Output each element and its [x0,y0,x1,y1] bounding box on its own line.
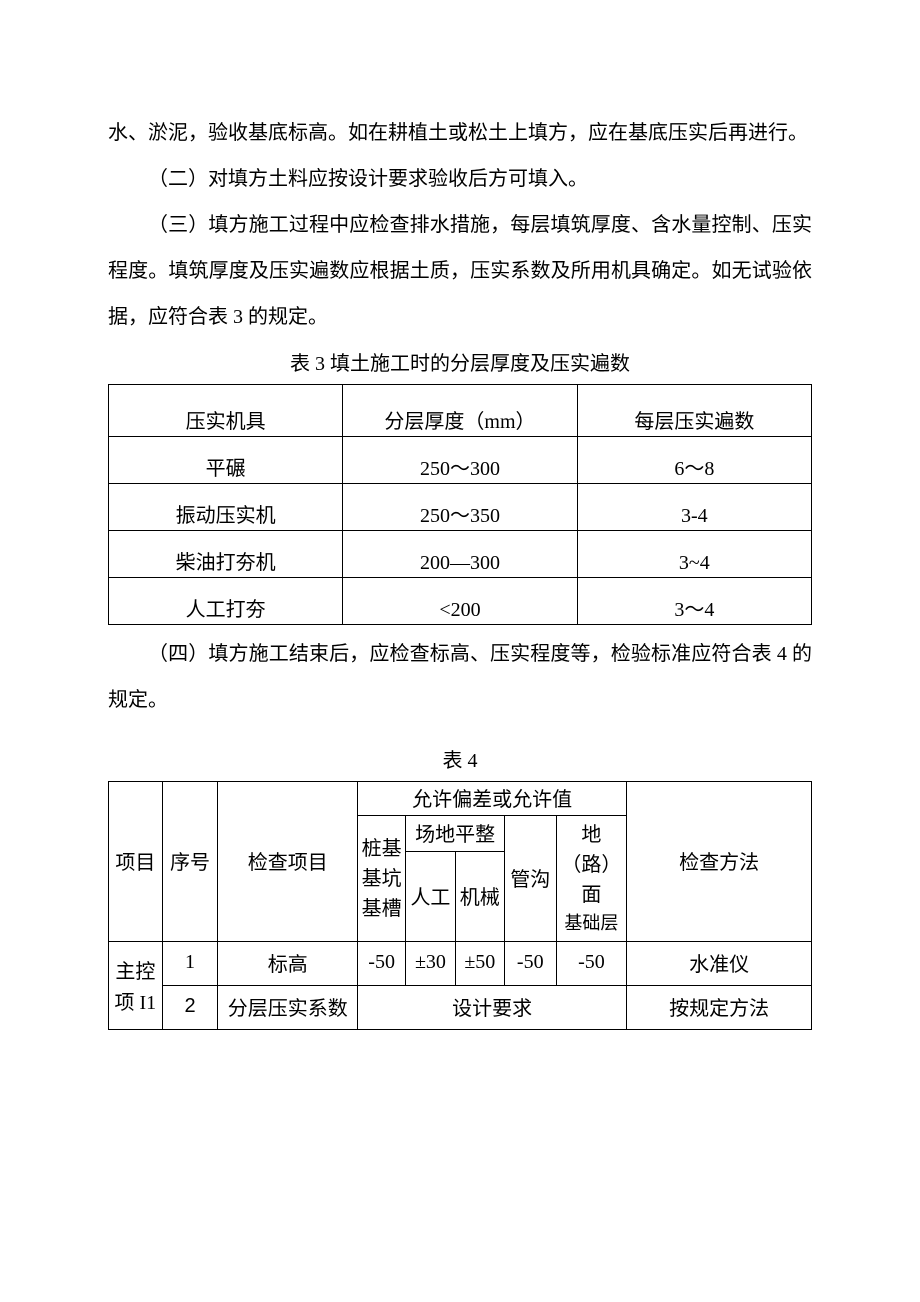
table3-cell: 平碾 [109,437,343,484]
table4-header-project: 项目 [109,782,163,942]
table4-cell: 按规定方法 [627,986,812,1030]
text: 面 [559,880,625,910]
table-row: 主控 1 标高 -50 ±30 ±50 -50 -50 水准仪 [109,942,812,986]
table4-header-checkitem: 检查项目 [218,782,358,942]
table3-cell: 柴油打夯机 [109,531,343,578]
table3-title: 表 3 填土施工时的分层厚度及压实遍数 [108,346,812,382]
table3-cell: 250～350 [343,484,577,531]
table3-cell: 振动压实机 [109,484,343,531]
table4-header-seq: 序号 [162,782,218,942]
table3-cell: 3~4 [577,531,811,578]
table4-header-method: 检查方法 [627,782,812,942]
table4-header-machine: 机械 [455,851,504,941]
table-row: 振动压实机 250～350 3-4 [109,484,812,531]
table3-header-cell: 每层压实遍数 [577,385,811,437]
text: 地 [559,820,625,850]
table4-cell: 2 [162,986,218,1030]
table4-cell: -50 [556,942,627,986]
paragraph-3: （三）填方施工过程中应检查排水措施，每层填筑厚度、含水量控制、压实程度。填筑厚度… [108,202,812,340]
table3-cell: 200—300 [343,531,577,578]
table3: 压实机具 分层厚度（mm） 每层压实遍数 平碾 250～300 6～8 振动压实… [108,384,812,625]
table3-cell: 3-4 [577,484,811,531]
table4-cell-merged: 设计要求 [357,986,626,1030]
text: 基槽 [360,894,403,924]
paragraph-4: （四）填方施工结束后，应检查标高、压实程度等，检验标准应符合表 4 的规定。 [108,631,812,723]
text: 基础层 [559,910,625,937]
table-row: 项 I1 2 分层压实系数 设计要求 按规定方法 [109,986,812,1030]
table3-cell: 3～4 [577,578,811,625]
table4-cell: 水准仪 [627,942,812,986]
table-row: 平碾 250～300 6～8 [109,437,812,484]
table4-cell: 项 I1 [109,986,163,1030]
table4-cell: 主控 [109,942,163,986]
table4-cell: 标高 [218,942,358,986]
table4-cell: 1 [162,942,218,986]
table-row: 柴油打夯机 200—300 3~4 [109,531,812,578]
table-row: 压实机具 分层厚度（mm） 每层压实遍数 [109,385,812,437]
table4-header-sitelevel: 场地平整 [406,816,505,852]
table4-header-allow: 允许偏差或允许值 [357,782,626,816]
table3-cell: 人工打夯 [109,578,343,625]
paragraph-2: （二）对填方土料应按设计要求验收后方可填入。 [108,156,812,202]
table4-header-manual: 人工 [406,851,455,941]
table4-cell: 分层压实系数 [218,986,358,1030]
table4-header-pile: 桩基 基坑 基槽 [357,816,405,942]
table4-header-road: 地 （路） 面 基础层 [556,816,627,942]
table3-cell: 250～300 [343,437,577,484]
paragraph-1: 水、淤泥，验收基底标高。如在耕植土或松土上填方，应在基底压实后再进行。 [108,110,812,156]
text: （路） [559,850,625,880]
table4-header-pipe: 管沟 [504,816,556,942]
table4-cell: -50 [357,942,405,986]
table-row: 项目 序号 检查项目 允许偏差或允许值 检查方法 [109,782,812,816]
table3-cell: 6～8 [577,437,811,484]
table4-cell: -50 [504,942,556,986]
text: 基坑 [360,864,403,894]
table3-header-cell: 分层厚度（mm） [343,385,577,437]
table4-title: 表 4 [108,743,812,779]
text: 桩基 [360,834,403,864]
table4-cell: ±50 [455,942,504,986]
table4-cell: ±30 [406,942,455,986]
table-row: 人工打夯 <200 3～4 [109,578,812,625]
table3-header-cell: 压实机具 [109,385,343,437]
table3-cell: <200 [343,578,577,625]
table4: 项目 序号 检查项目 允许偏差或允许值 检查方法 桩基 基坑 基槽 场地平整 管… [108,781,812,1030]
